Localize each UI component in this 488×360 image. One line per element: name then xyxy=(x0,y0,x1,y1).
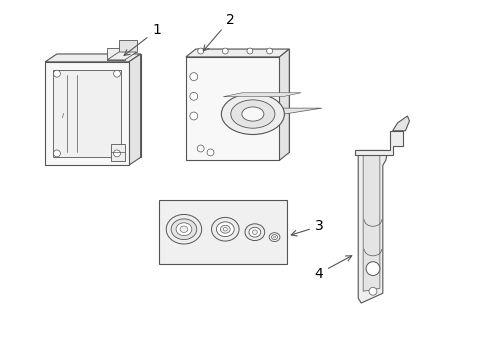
Polygon shape xyxy=(223,93,301,97)
Circle shape xyxy=(222,48,228,54)
Polygon shape xyxy=(45,62,128,165)
Circle shape xyxy=(266,48,272,54)
Ellipse shape xyxy=(176,223,191,236)
Circle shape xyxy=(366,262,379,275)
Polygon shape xyxy=(57,54,141,157)
Polygon shape xyxy=(195,49,289,152)
Text: i: i xyxy=(61,113,64,119)
Polygon shape xyxy=(185,57,279,160)
Circle shape xyxy=(206,149,214,156)
Text: 1: 1 xyxy=(124,23,161,55)
Circle shape xyxy=(189,73,197,81)
Ellipse shape xyxy=(242,107,264,121)
Ellipse shape xyxy=(171,219,196,239)
Circle shape xyxy=(113,150,120,157)
Polygon shape xyxy=(45,54,141,62)
Circle shape xyxy=(189,112,197,120)
Ellipse shape xyxy=(211,217,239,241)
Polygon shape xyxy=(363,156,379,291)
Circle shape xyxy=(113,70,120,77)
Polygon shape xyxy=(159,200,287,264)
Polygon shape xyxy=(107,52,137,60)
Ellipse shape xyxy=(252,230,257,234)
Circle shape xyxy=(197,48,203,54)
Ellipse shape xyxy=(220,225,230,233)
Ellipse shape xyxy=(221,94,284,135)
Ellipse shape xyxy=(248,227,260,237)
Circle shape xyxy=(246,48,252,54)
Text: 2: 2 xyxy=(203,13,234,51)
Text: 3: 3 xyxy=(290,219,323,236)
Circle shape xyxy=(197,145,203,152)
Polygon shape xyxy=(279,49,289,160)
Polygon shape xyxy=(53,70,121,157)
Ellipse shape xyxy=(273,236,275,238)
Ellipse shape xyxy=(166,215,201,244)
Polygon shape xyxy=(185,49,289,57)
Ellipse shape xyxy=(268,233,279,242)
Ellipse shape xyxy=(223,228,227,231)
Ellipse shape xyxy=(244,224,264,240)
Polygon shape xyxy=(119,40,137,52)
Ellipse shape xyxy=(271,235,277,239)
Polygon shape xyxy=(358,150,387,303)
Polygon shape xyxy=(355,131,402,156)
Circle shape xyxy=(189,93,197,100)
Polygon shape xyxy=(111,144,124,161)
Circle shape xyxy=(368,287,376,295)
Polygon shape xyxy=(392,116,408,131)
Polygon shape xyxy=(128,54,141,165)
Ellipse shape xyxy=(180,226,187,233)
Ellipse shape xyxy=(216,222,234,237)
Circle shape xyxy=(53,70,60,77)
Ellipse shape xyxy=(230,100,274,128)
Text: 4: 4 xyxy=(314,256,351,280)
Polygon shape xyxy=(221,108,321,114)
Circle shape xyxy=(53,150,60,157)
Polygon shape xyxy=(107,48,124,60)
